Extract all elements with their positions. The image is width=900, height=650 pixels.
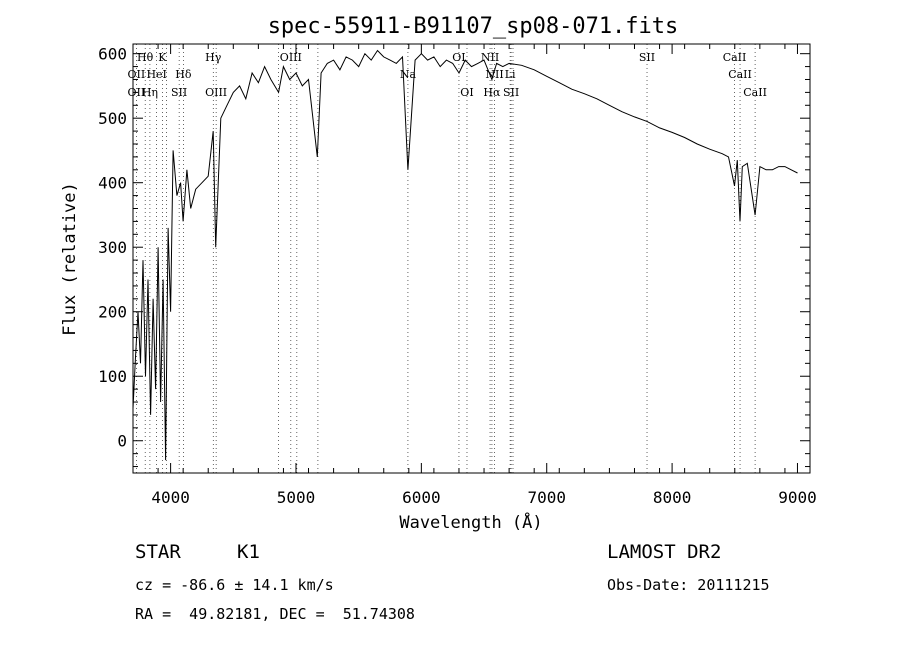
line-label: OI [460, 86, 473, 99]
line-label: HeI [146, 68, 166, 81]
y-tick-label: 400 [98, 174, 127, 193]
line-label: OIII [280, 51, 302, 64]
survey-name: LAMOST DR2 [607, 541, 722, 563]
observation-date: Obs-Date: 20111215 [607, 576, 770, 594]
x-tick-label: 8000 [653, 488, 692, 507]
plot-frame [132, 43, 811, 474]
line-label: Hη [142, 86, 158, 99]
line-label: NII [485, 68, 503, 81]
line-label: K [158, 51, 167, 64]
line-label: OII [128, 68, 146, 81]
line-label: SII [503, 86, 519, 99]
line-label: Hθ [137, 51, 154, 64]
x-tick-label: 5000 [277, 488, 316, 507]
x-axis-label: Wavelength (Å) [399, 511, 542, 533]
y-tick-label: 500 [98, 109, 127, 128]
x-tick-label: 4000 [151, 488, 190, 507]
line-markers [136, 44, 756, 473]
y-tick-label: 600 [98, 45, 127, 64]
ra-dec-coordinates: RA = 49.82181, DEC = 51.74308 [135, 605, 415, 623]
x-tick-label: 7000 [527, 488, 566, 507]
line-label: Hδ [175, 68, 192, 81]
redshift-cz: cz = -86.6 ± 14.1 km/s [135, 576, 334, 594]
line-label: CaII [728, 68, 752, 81]
line-label: NII [481, 51, 499, 64]
line-label: Li [505, 68, 516, 81]
line-label: Hγ [205, 51, 222, 64]
y-tick-label: 0 [117, 432, 127, 451]
line-label: CaII [743, 86, 767, 99]
line-label: SII [639, 51, 655, 64]
y-axis: 0 100 200 300 400 500 600 [98, 45, 810, 468]
y-axis-label: Flux (relative) [60, 182, 80, 336]
x-tick-label: 6000 [402, 488, 441, 507]
y-tick-label: 100 [98, 367, 127, 386]
line-label: OIII [205, 86, 227, 99]
y-tick-label: 300 [98, 238, 127, 257]
x-tick-label: 9000 [778, 488, 817, 507]
x-axis: 4000 5000 6000 7000 8000 9000 [132, 44, 817, 507]
object-type: STAR [135, 541, 181, 563]
line-label: Na [400, 68, 417, 81]
spectrum-line [132, 49, 798, 461]
line-label: SII [171, 86, 187, 99]
line-label: Hα [483, 86, 501, 99]
y-tick-label: 200 [98, 303, 127, 322]
object-class: K1 [237, 541, 260, 563]
chart-title: spec-55911-B91107_sp08-071.fits [268, 14, 679, 39]
line-label: CaII [723, 51, 747, 64]
line-label: OI [452, 51, 465, 64]
